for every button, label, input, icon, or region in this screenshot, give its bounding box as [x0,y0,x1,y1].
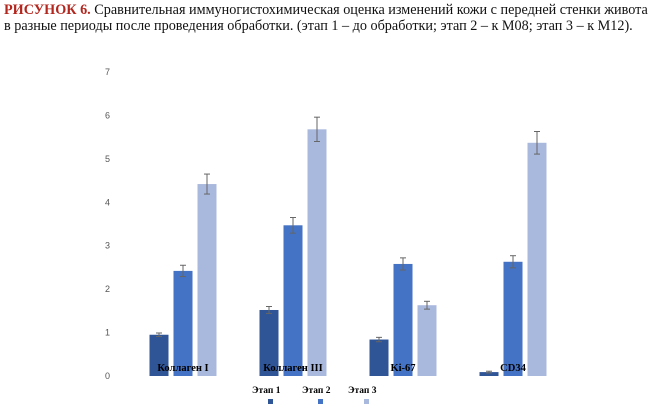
y-tick-label: 2 [105,284,110,294]
bar [479,372,499,376]
bar [369,339,389,376]
error-bar [266,306,272,314]
error-bar [376,336,382,343]
y-tick-label: 7 [105,67,110,77]
bar [197,184,217,376]
error-bar [424,300,430,310]
bar [307,129,327,376]
legend-swatch [318,399,323,404]
y-tick-label: 4 [105,197,110,207]
figure-caption: РИСУНОК 6. Сравнительная иммуногистохими… [4,2,652,34]
legend-swatch [268,399,273,404]
bar [417,305,437,376]
error-bar [290,216,296,234]
error-bar [534,130,540,155]
legend: Этап 1 Этап 2 Этап 3 [252,386,377,404]
bar-groups [149,116,547,376]
bar [503,261,523,376]
category-label: Ki-67 [390,363,415,374]
y-tick-label: 3 [105,241,110,251]
figure-caption-text: Сравнительная иммуногистохимическая оцен… [4,2,648,35]
bar [393,263,413,376]
y-tick-label: 0 [105,371,110,381]
legend-label: Этап 1 [252,386,281,396]
category-label: Коллаген I [157,363,208,374]
legend-swatch [364,399,369,404]
y-tick-label: 5 [105,154,110,164]
category-labels: Коллаген I Коллаген III Ki-67 CD34 [157,363,526,374]
bar [283,225,303,376]
error-bar [180,264,186,278]
error-bar [156,332,162,337]
bar [149,334,169,376]
error-bar [486,370,492,374]
y-tick-label: 6 [105,110,110,120]
y-axis-ticks: 0 1 2 3 4 5 6 7 [105,67,110,381]
y-tick-label: 1 [105,328,110,338]
bar [527,142,547,376]
legend-label: Этап 3 [348,386,377,396]
bar [259,309,279,376]
bar [173,270,193,376]
legend-label: Этап 2 [302,386,331,396]
error-bar [400,257,406,271]
error-bar [204,173,210,195]
category-label: CD34 [500,363,526,374]
error-bar [510,255,516,269]
error-bar [314,116,320,142]
figure-caption-label: РИСУНОК 6. [4,2,91,18]
category-label: Коллаген III [263,363,322,374]
